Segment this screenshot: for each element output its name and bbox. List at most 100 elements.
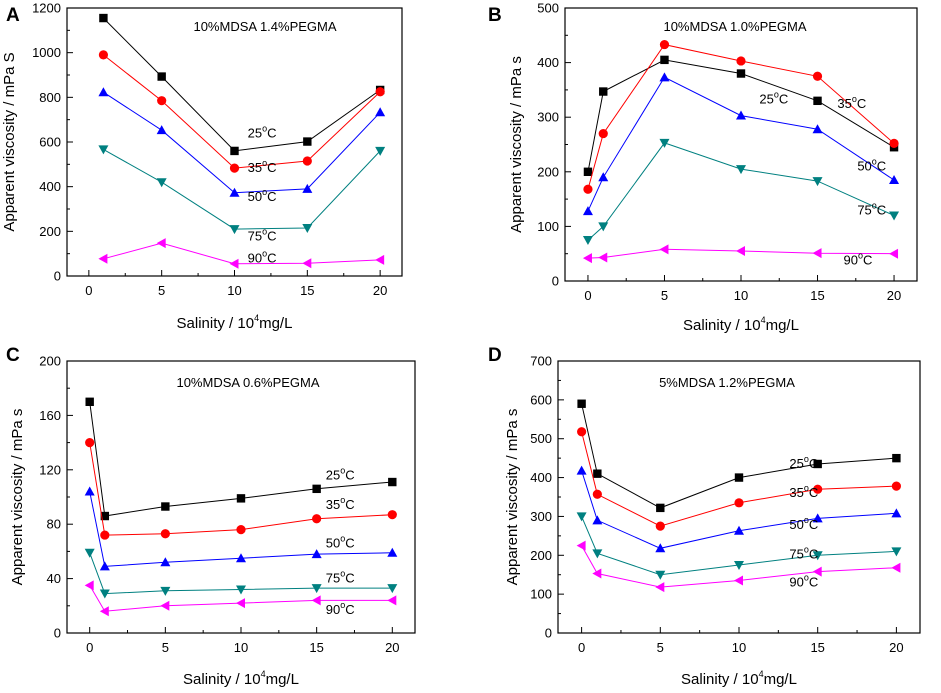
series-label-value: 90 [326, 602, 340, 617]
degree-symbol: o [804, 544, 809, 554]
series-25c: 25oC [99, 13, 385, 156]
degree-symbol: o [804, 515, 809, 525]
degree-symbol: o [858, 251, 863, 261]
data-point [387, 547, 398, 557]
series-line [587, 44, 895, 190]
data-point [85, 397, 94, 406]
data-point [99, 606, 109, 617]
y-tick-label: 0 [54, 626, 61, 641]
panel-letter: C [6, 345, 20, 366]
series-line [587, 59, 895, 172]
data-point [812, 248, 822, 259]
series-25c: 25oC [85, 397, 397, 521]
data-point [576, 512, 587, 522]
degree-symbol: o [340, 465, 345, 475]
series-label: 35oC [248, 158, 277, 175]
series-75c: 75oC [582, 138, 900, 246]
degree-symbol: o [872, 157, 877, 167]
series-label-unit: C [809, 517, 818, 532]
data-point [577, 399, 586, 408]
y-tick-label: 600 [39, 135, 61, 150]
series-label-value: 50 [248, 189, 262, 204]
x-tick-label: 20 [385, 640, 399, 655]
y-axis-title: Apparent viscosity / mPa S [1, 52, 18, 231]
series-label: 35oC [789, 483, 818, 500]
data-point [598, 128, 608, 139]
data-point [592, 515, 603, 525]
degree-symbol: o [804, 572, 809, 582]
data-point [387, 510, 397, 520]
data-point [577, 427, 587, 437]
series-label-unit: C [267, 126, 276, 141]
chart-title: 10%MDSA 1.4%PEGMA [193, 19, 336, 34]
data-point [85, 438, 95, 448]
series-label: 90oC [248, 249, 277, 266]
data-point [593, 469, 602, 478]
series-90c: 90oC [84, 580, 397, 617]
data-point [583, 184, 593, 194]
data-point [160, 529, 170, 539]
series-50c: 50oC [576, 465, 902, 553]
data-point [736, 245, 745, 256]
degree-symbol: o [804, 483, 809, 493]
series-50c: 50oC [84, 486, 398, 571]
series-label-value: 25 [759, 92, 773, 107]
data-point [387, 595, 397, 606]
series-label-value: 50 [857, 159, 871, 174]
data-point [736, 110, 746, 120]
data-point [230, 146, 239, 156]
data-point [311, 584, 322, 594]
data-point [302, 183, 313, 193]
series-label-unit: C [779, 92, 788, 107]
x-axis-title-text: Salinity / 10 [681, 671, 759, 688]
degree-symbol: o [262, 124, 267, 134]
data-point [156, 238, 166, 249]
data-point [812, 71, 823, 81]
series-75c: 75oC [576, 512, 902, 580]
y-tick-label: 0 [552, 274, 559, 289]
data-point [312, 484, 321, 494]
x-tick-label: 5 [158, 283, 165, 298]
series-label-unit: C [809, 574, 818, 589]
series-35c: 35oC [577, 427, 901, 531]
series-90c: 90oC [98, 238, 385, 269]
data-point [598, 252, 608, 263]
x-tick-label: 15 [810, 288, 824, 303]
data-point [375, 146, 386, 156]
data-point [236, 525, 246, 535]
data-point [99, 13, 108, 23]
data-point [236, 494, 246, 503]
x-tick-label: 10 [734, 288, 748, 303]
x-axis-title-unit: mg/L [764, 671, 797, 688]
series-label: 25oC [326, 465, 355, 482]
series-label-value: 35 [789, 485, 803, 500]
y-axis-title: Apparent viscosity / mPa s [504, 409, 521, 586]
data-point [891, 562, 901, 573]
data-point [312, 514, 322, 524]
y-tick-label: 400 [39, 179, 61, 194]
x-tick-label: 5 [661, 288, 668, 303]
series-line [89, 585, 393, 612]
series-label-unit: C [809, 546, 818, 561]
series-label: 50oC [248, 187, 277, 204]
data-point [160, 557, 171, 567]
y-tick-label: 100 [537, 219, 559, 234]
data-point [736, 165, 746, 175]
data-point [659, 244, 669, 255]
series-label-unit: C [267, 251, 276, 266]
data-point [582, 206, 593, 216]
data-point [98, 87, 109, 97]
series-label-unit: C [809, 456, 818, 471]
data-point [387, 584, 398, 594]
y-tick-label: 400 [537, 55, 559, 70]
x-tick-label: 0 [578, 640, 585, 655]
y-tick-label: 0 [545, 626, 552, 641]
data-point [813, 96, 822, 106]
data-point [812, 551, 823, 561]
series-label-value: 90 [248, 251, 262, 266]
data-point [84, 580, 94, 591]
series-label: 75oC [248, 226, 277, 243]
series-label-value: 50 [326, 535, 340, 550]
